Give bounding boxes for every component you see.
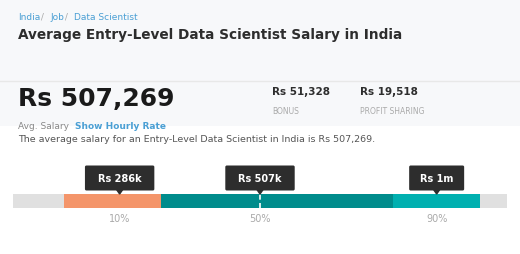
FancyBboxPatch shape	[393, 194, 480, 208]
FancyBboxPatch shape	[64, 194, 161, 208]
Text: Data Scientist: Data Scientist	[74, 13, 138, 22]
FancyBboxPatch shape	[85, 166, 154, 191]
Polygon shape	[433, 189, 440, 194]
Text: Average Entry-Level Data Scientist Salary in India: Average Entry-Level Data Scientist Salar…	[18, 28, 402, 42]
Text: The average salary for an Entry-Level Data Scientist in India is Rs 507,269.: The average salary for an Entry-Level Da…	[18, 134, 375, 144]
FancyBboxPatch shape	[225, 166, 295, 191]
Text: Rs 507,269: Rs 507,269	[18, 87, 175, 110]
FancyBboxPatch shape	[409, 166, 464, 191]
Text: Rs 507k: Rs 507k	[238, 173, 282, 183]
Text: Rs 51,328: Rs 51,328	[272, 87, 330, 97]
Polygon shape	[116, 189, 123, 194]
Text: 50%: 50%	[249, 213, 271, 223]
FancyBboxPatch shape	[0, 126, 520, 254]
Text: 10%: 10%	[109, 213, 131, 223]
Text: 90%: 90%	[426, 213, 447, 223]
Text: Rs 1m: Rs 1m	[420, 173, 453, 183]
Text: Job: Job	[50, 13, 64, 22]
Text: PROFIT SHARING: PROFIT SHARING	[360, 107, 424, 116]
FancyBboxPatch shape	[0, 0, 520, 126]
Text: Avg. Salary: Avg. Salary	[18, 121, 69, 131]
FancyBboxPatch shape	[161, 194, 393, 208]
Text: Rs 19,518: Rs 19,518	[360, 87, 418, 97]
Text: India: India	[18, 13, 40, 22]
Text: /: /	[38, 13, 47, 22]
Text: Show Hourly Rate: Show Hourly Rate	[75, 121, 166, 131]
Text: Rs 286k: Rs 286k	[98, 173, 141, 183]
FancyBboxPatch shape	[13, 194, 507, 208]
Text: /: /	[62, 13, 71, 22]
Polygon shape	[256, 189, 264, 194]
Text: BONUS: BONUS	[272, 107, 299, 116]
